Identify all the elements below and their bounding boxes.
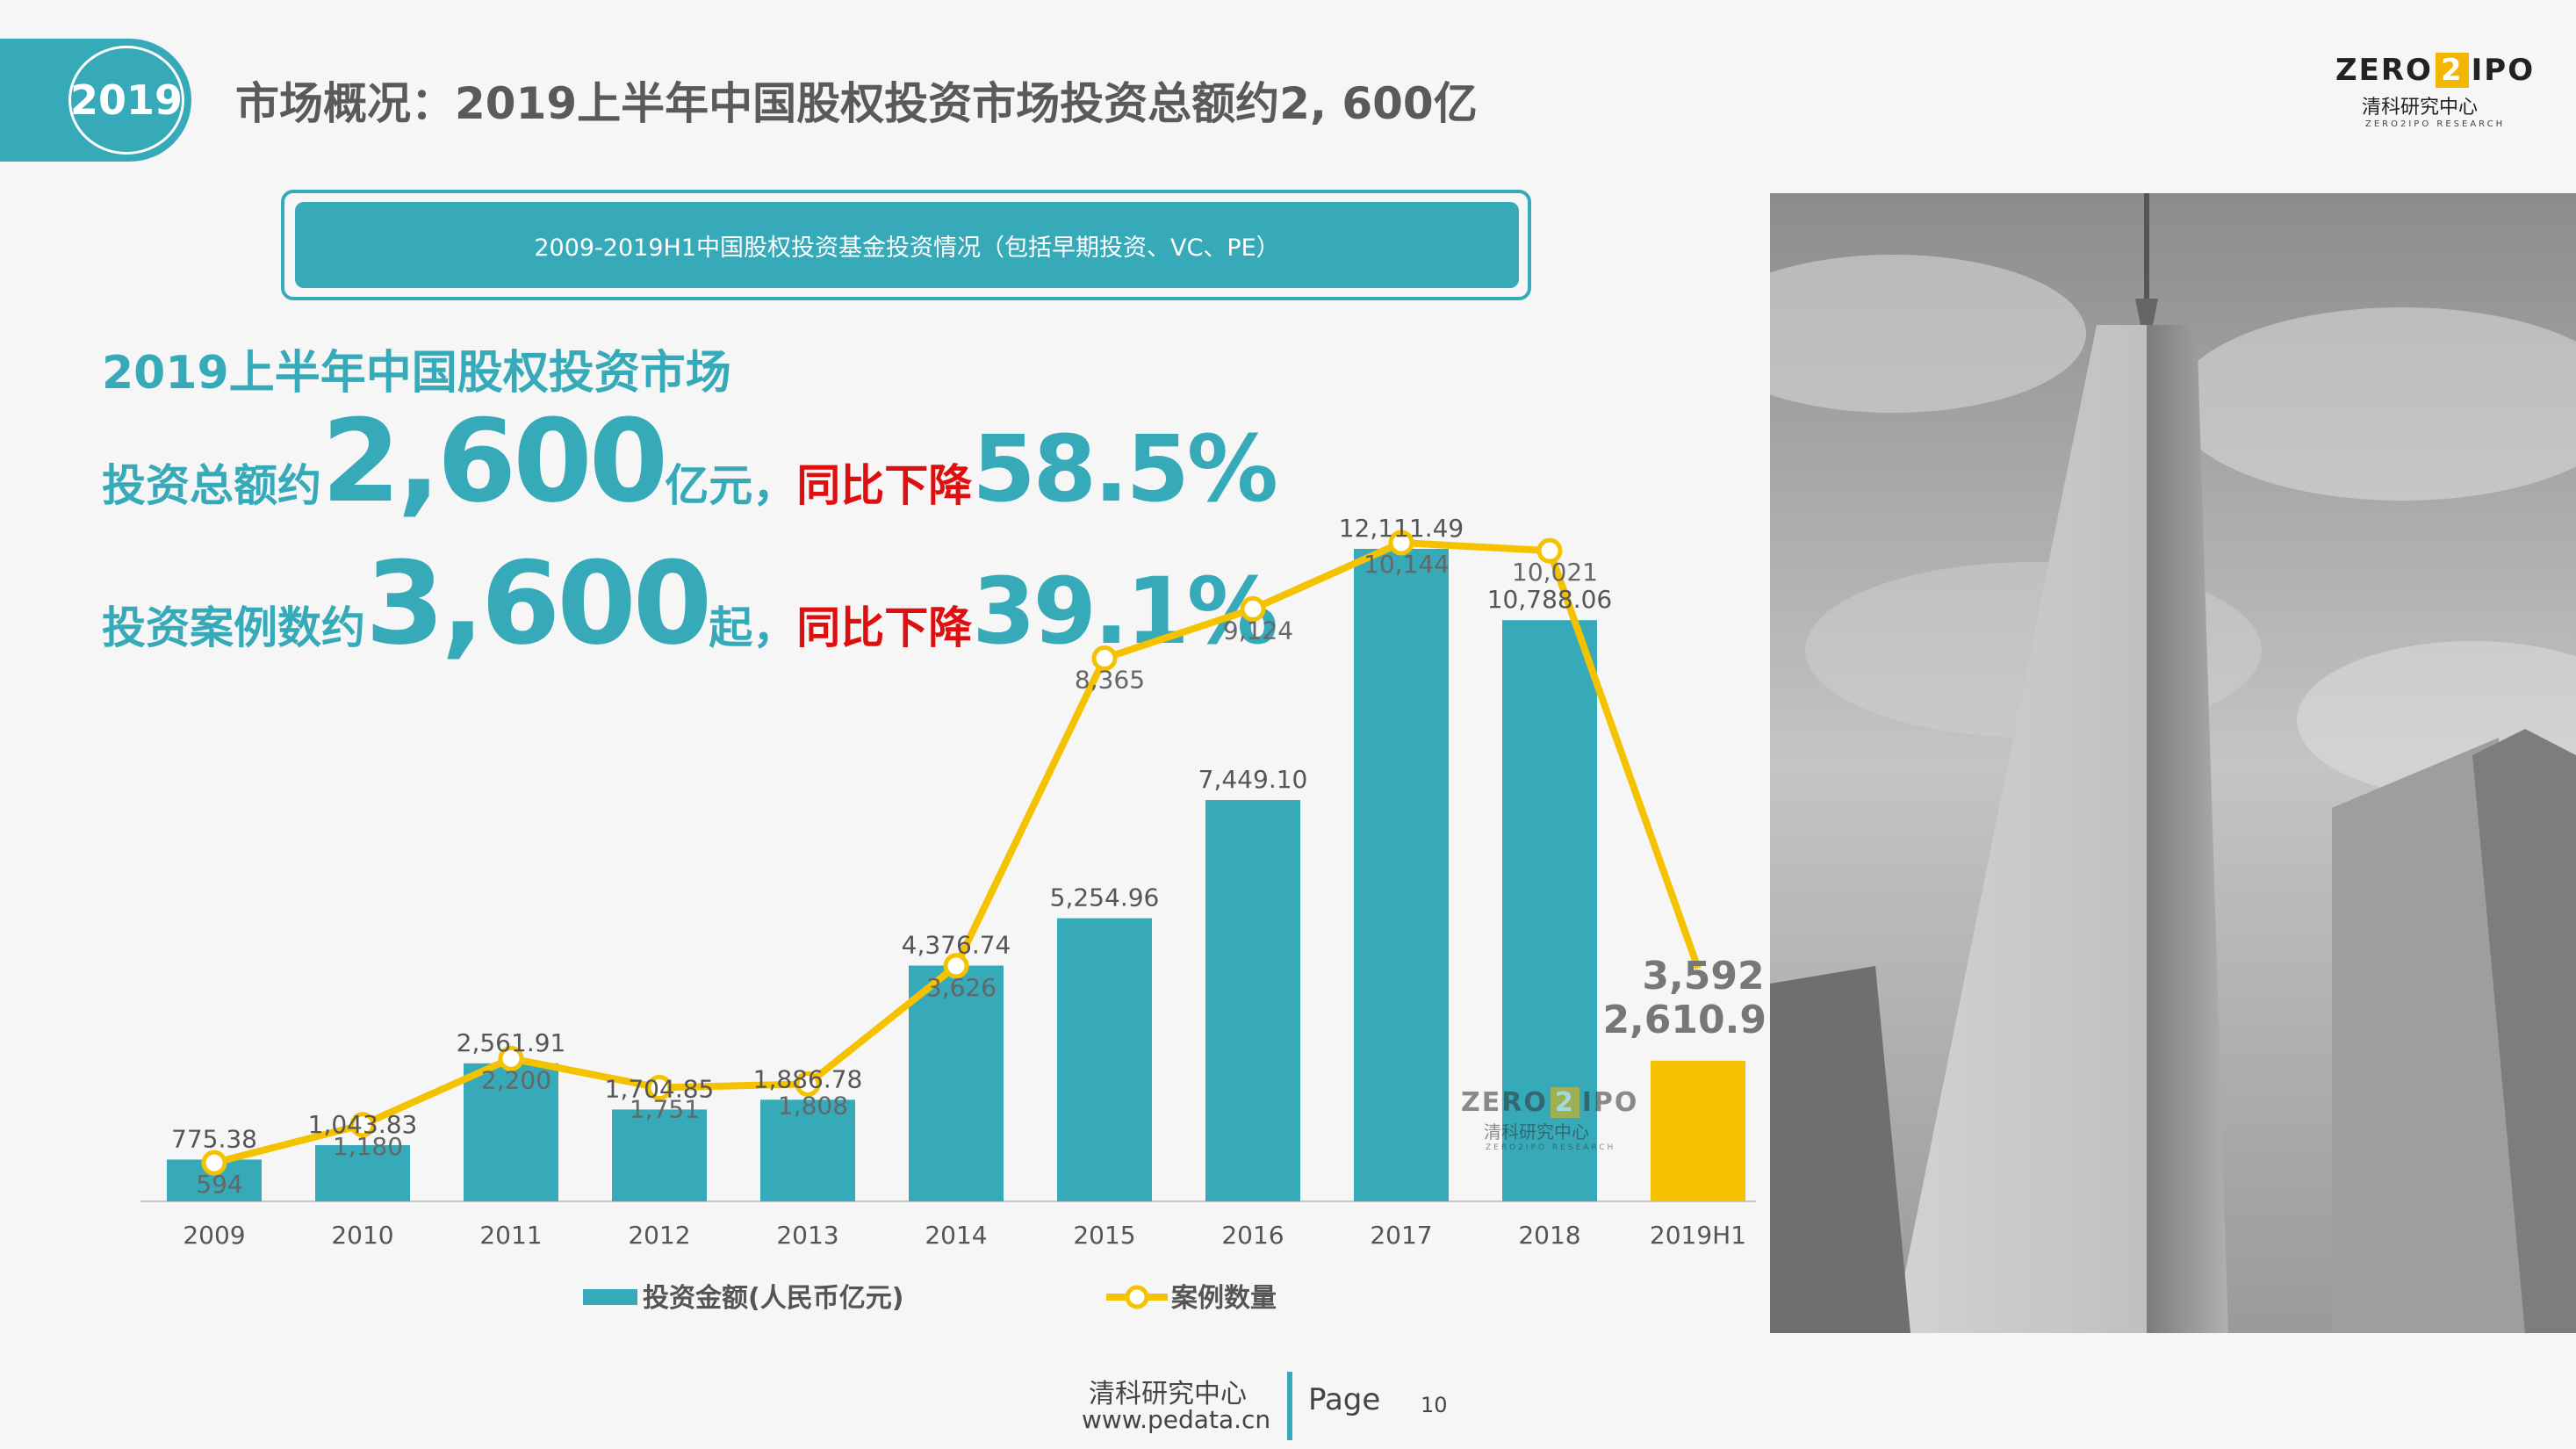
bar-2013 [760, 1099, 855, 1201]
bar-value-label: 10,788.06 [1487, 585, 1613, 614]
highlight-heading: 2019上半年中国股权投资市场 [102, 347, 731, 400]
line-value-label: 2,200 [481, 1065, 551, 1094]
chart-watermark: ZERO 2 IPO 清科研究中心 ZERO2IPO RESEARCH [1461, 1087, 1654, 1152]
highlight-amount-label: 2,610.91 [1602, 998, 1770, 1042]
legend-line-marker [1125, 1285, 1149, 1309]
deal-count-point [795, 1071, 821, 1097]
line-value-label: 1,751 [630, 1095, 700, 1124]
footer-divider [1287, 1372, 1292, 1440]
bar-2017 [1354, 549, 1449, 1201]
x-tick-label: 2018 [1518, 1221, 1580, 1250]
logo-wordmark: ZERO 2 IPO [2335, 53, 2537, 88]
line-value-label: 10,021 [1512, 558, 1598, 587]
deal-count-point [1388, 530, 1414, 556]
bar-value-label: 1,043.83 [308, 1110, 418, 1139]
x-tick-label: 2015 [1073, 1221, 1135, 1250]
bar-value-label: 775.38 [171, 1124, 257, 1153]
legend-bar-swatch [583, 1289, 637, 1305]
watermark-text-mid: 2 [1550, 1087, 1579, 1118]
logo-tagline: ZERO2IPO RESEARCH [2365, 119, 2506, 129]
line-value-label: 10,144 [1364, 550, 1450, 579]
zero2ipo-logo: ZERO 2 IPO 清科研究中心 ZERO2IPO RESEARCH [2335, 53, 2537, 141]
bar-2018 [1502, 620, 1597, 1201]
footer-page-label: Page [1308, 1382, 1381, 1417]
watermark-wordmark: ZERO 2 IPO [1461, 1087, 1654, 1118]
deal-count-point [646, 1075, 673, 1101]
deal-count-point [1536, 537, 1563, 564]
bar-2016 [1205, 800, 1300, 1201]
x-tick-label: 2014 [925, 1221, 987, 1250]
bar-2015 [1057, 918, 1152, 1201]
bar-value-label: 4,376.74 [902, 931, 1011, 960]
bar-2014 [909, 965, 1004, 1201]
highlight-amount: 投资总额约2,600亿元，同比下降58.5% [102, 394, 1278, 528]
amount-prefix: 投资总额约 [102, 460, 321, 511]
deals-change: 39.1% [972, 558, 1278, 665]
logo-text-left: ZERO [2335, 53, 2433, 88]
bar-2012 [612, 1109, 707, 1201]
footer-url[interactable]: www.pedata.cn [1082, 1405, 1271, 1434]
page-title: 市场概况：2019上半年中国股权投资市场投资总额约2, 600亿 [235, 78, 1478, 129]
deal-count-point [1091, 645, 1118, 672]
amount-change-label: 同比下降 [796, 460, 973, 511]
line-value-label: 594 [196, 1170, 242, 1199]
year-badge-label: 2019 [68, 46, 184, 155]
line-value-label: 9,124 [1223, 616, 1293, 645]
amount-change: 58.5% [972, 415, 1278, 523]
bar-value-label: 12,111.49 [1339, 514, 1464, 543]
x-tick-label: 2010 [331, 1221, 393, 1250]
logo-text-mid: 2 [2435, 53, 2469, 88]
deals-change-label: 同比下降 [796, 602, 973, 653]
x-tick-label: 2013 [776, 1221, 838, 1250]
skyscraper-illustration [1700, 193, 2576, 1333]
footer-page-number: 10 [1421, 1393, 1448, 1417]
line-value-label: 3,626 [926, 973, 997, 1002]
watermark-tagline: ZERO2IPO RESEARCH [1486, 1143, 1616, 1152]
deals-unit: 起， [709, 602, 797, 653]
bar-value-label: 2,561.91 [457, 1028, 566, 1057]
x-tick-label: 2019H1 [1650, 1221, 1746, 1250]
legend-bar-label: 投资金额(人民币亿元) [643, 1283, 903, 1314]
highlight-count-label: 3,592 [1642, 954, 1764, 998]
deal-count-point [201, 1150, 227, 1176]
line-value-label: 1,808 [778, 1091, 848, 1120]
chart-banner-frame [281, 190, 1531, 300]
watermark-text-left: ZERO [1461, 1087, 1548, 1118]
x-tick-label: 2012 [628, 1221, 690, 1250]
legend-line-label: 案例数量 [1171, 1283, 1277, 1314]
bar-2019H1 [1651, 1060, 1745, 1201]
x-tick-label: 2009 [183, 1221, 245, 1250]
amount-unit: 亿元， [665, 460, 797, 511]
skyscraper-photo [1700, 193, 2576, 1333]
deals-prefix: 投资案例数约 [102, 602, 365, 653]
investment-chart: 2009 2010 2011 2012 2013 2014 2015 2016 2017 2018… [140, 514, 1770, 1314]
deal-count-point [1240, 595, 1266, 622]
line-value-label: 1,180 [333, 1132, 403, 1161]
footer-org: 清科研究中心 [1089, 1379, 1247, 1409]
chart-banner: 2009-2019H1中国股权投资基金投资情况（包括早期投资、VC、PE） [295, 202, 1519, 288]
line-value-label: 8,365 [1075, 666, 1145, 695]
x-tick-label: 2017 [1370, 1221, 1432, 1250]
watermark-text-right: IPO [1581, 1087, 1639, 1118]
logo-text-right: IPO [2471, 53, 2536, 88]
deals-value: 3,600 [365, 537, 712, 670]
highlight-deals: 投资案例数约3,600起，同比下降39.1% [102, 537, 1278, 670]
deal-count-point [498, 1045, 524, 1071]
bar-2011 [464, 1063, 558, 1201]
bar-value-label: 1,886.78 [753, 1064, 863, 1093]
logo-subtitle: 清科研究中心 [2362, 97, 2479, 119]
x-tick-label: 2016 [1221, 1221, 1284, 1250]
deal-count-point [943, 953, 969, 979]
bar-value-label: 1,704.85 [605, 1074, 715, 1103]
x-tick-label: 2011 [479, 1221, 542, 1250]
bar-value-label: 7,449.10 [1198, 765, 1308, 794]
bar-value-label: 5,254.96 [1050, 883, 1160, 912]
amount-value: 2,600 [321, 394, 668, 528]
bar-2010 [315, 1144, 410, 1201]
watermark-subtitle: 清科研究中心 [1484, 1121, 1589, 1143]
deal-count-point [349, 1112, 376, 1138]
